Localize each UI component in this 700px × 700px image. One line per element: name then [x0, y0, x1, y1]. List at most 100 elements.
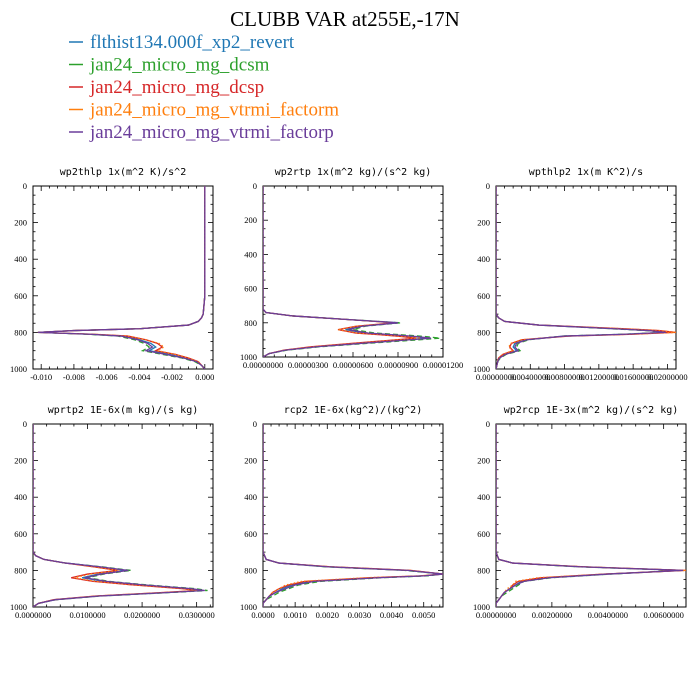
x-tick-label: 0.000 — [195, 372, 214, 382]
y-tick-label: 1000 — [473, 602, 490, 612]
series-line — [263, 424, 443, 607]
panels: wp2thlp 1x(m^2 K)/s^202004006008001000-0… — [10, 167, 688, 620]
y-tick-label: 800 — [477, 327, 490, 337]
legend-label: jan24_micro_mg_dcsp — [89, 77, 264, 98]
x-tick-label: 0.00000000 — [243, 360, 283, 370]
series-line — [37, 186, 206, 369]
panel-title: wp2rcp 1E-3x(m^2 kg)/(s^2 kg) — [504, 405, 679, 416]
series-line — [33, 424, 197, 607]
x-tick-label: 0.00001200 — [423, 360, 463, 370]
x-tick-label: 0.0000 — [251, 610, 274, 620]
series-line — [496, 424, 684, 607]
y-tick-label: 600 — [244, 529, 257, 539]
legend-label: jan24_micro_mg_vtrmi_factorm — [89, 100, 339, 121]
x-tick-label: 0.00000300 — [288, 360, 328, 370]
x-tick-label: -0.002 — [161, 372, 183, 382]
x-tick-label: 0.0030 — [348, 610, 371, 620]
y-tick-label: 1000 — [10, 364, 27, 374]
x-tick-label: -0.004 — [128, 372, 151, 382]
x-tick-label: 0.0050 — [412, 610, 435, 620]
y-tick-label: 1000 — [10, 602, 27, 612]
y-tick-label: 0 — [23, 181, 27, 191]
series-line — [496, 424, 686, 607]
y-tick-label: 600 — [477, 529, 490, 539]
x-tick-label: 0.0100000 — [69, 610, 105, 620]
y-tick-label: 400 — [14, 492, 27, 502]
y-tick-label: 400 — [14, 254, 27, 264]
x-tick-label: 0.0000000 — [15, 610, 51, 620]
panel-title: wpthlp2 1x(m K^2)/s — [529, 167, 643, 178]
y-tick-label: 800 — [14, 327, 27, 337]
y-tick-label: 200 — [244, 215, 257, 225]
series-line — [37, 186, 206, 369]
x-tick-label: 0.00400000 — [588, 610, 628, 620]
x-tick-label: 0.02000000 — [647, 372, 687, 382]
y-tick-label: 800 — [477, 565, 490, 575]
plot-frame — [32, 423, 214, 608]
series-line — [37, 186, 206, 369]
figure-title: CLUBB VAR at255E,-17N — [230, 7, 460, 31]
x-tick-label: -0.010 — [30, 372, 52, 382]
y-tick-label: 1000 — [240, 602, 257, 612]
y-tick-label: 200 — [244, 456, 257, 466]
series-line — [496, 186, 666, 369]
y-tick-label: 400 — [244, 492, 257, 502]
panel: wp2rcp 1E-3x(m^2 kg)/(s^2 kg) 0 200 400 600 8… — [473, 405, 687, 620]
panel-title: rcp2 1E-6x(kg^2)/(kg^2) — [284, 405, 422, 416]
series-line — [496, 424, 681, 607]
series-line — [33, 424, 203, 607]
y-tick-label: 200 — [14, 456, 27, 466]
y-tick-label: 0 — [486, 419, 490, 429]
y-tick-label: 200 — [477, 456, 490, 466]
x-tick-label: 0.0300000 — [179, 610, 215, 620]
panel: wp2rtp 1x(m^2 kg)/(s^2 kg) 0 200 400 600 800 1… — [240, 167, 463, 370]
y-tick-label: 0 — [253, 419, 257, 429]
series-line — [496, 186, 676, 369]
y-tick-label: 200 — [14, 218, 27, 228]
series-line — [496, 424, 686, 607]
x-tick-label: 0.0010 — [283, 610, 306, 620]
x-tick-label: 0.00200000 — [532, 610, 572, 620]
x-tick-label: 0.0200000 — [124, 610, 160, 620]
y-tick-label: 1000 — [473, 364, 490, 374]
y-tick-label: 600 — [14, 529, 27, 539]
series-line — [33, 424, 208, 607]
y-tick-label: 800 — [244, 318, 257, 328]
legend: flthist134.000f_xp2_revert jan24_micro_mg… — [69, 32, 339, 143]
y-tick-label: 600 — [477, 291, 490, 301]
x-tick-label: -0.008 — [63, 372, 85, 382]
y-tick-label: 200 — [477, 218, 490, 228]
x-tick-label: 0.00000000 — [476, 610, 516, 620]
y-tick-label: 1000 — [240, 352, 257, 362]
y-tick-label: 400 — [477, 254, 490, 264]
series-line — [33, 424, 205, 607]
x-tick-label: 0.00400000 — [510, 372, 550, 382]
y-tick-label: 400 — [244, 249, 257, 259]
series-line — [496, 424, 684, 607]
x-tick-label: 0.01200000 — [579, 372, 619, 382]
panel: wp2thlp 1x(m^2 K)/s^202004006008001000-0… — [10, 167, 214, 382]
x-tick-label: 0.00800000 — [544, 372, 584, 382]
plot-frame — [32, 185, 214, 370]
x-tick-label: 0.0020 — [316, 610, 339, 620]
y-tick-label: 0 — [23, 419, 27, 429]
x-tick-label: 0.00000600 — [333, 360, 373, 370]
panel-title: wp2rtp 1x(m^2 kg)/(s^2 kg) — [275, 167, 432, 178]
x-tick-label: 0.00000000 — [476, 372, 516, 382]
y-tick-label: 400 — [477, 492, 490, 502]
panel: wprtp2 1E-6x(m kg)/(s kg) 0 200 400 600 800 10… — [10, 405, 215, 620]
series-line — [37, 186, 206, 369]
x-tick-label: 0.0040 — [380, 610, 403, 620]
x-tick-label: -0.006 — [96, 372, 118, 382]
y-tick-label: 800 — [14, 565, 27, 575]
series-line — [263, 186, 432, 357]
panel: wpthlp2 1x(m K^2)/s020040060080010000.00… — [473, 167, 688, 382]
series-line — [263, 186, 417, 357]
legend-label: flthist134.000f_xp2_revert — [90, 32, 295, 53]
y-tick-label: 0 — [486, 181, 490, 191]
y-tick-label: 600 — [14, 291, 27, 301]
series-line — [263, 186, 421, 357]
y-tick-label: 600 — [244, 284, 257, 294]
legend-label: jan24_micro_mg_vtrmi_factorp — [89, 122, 334, 143]
